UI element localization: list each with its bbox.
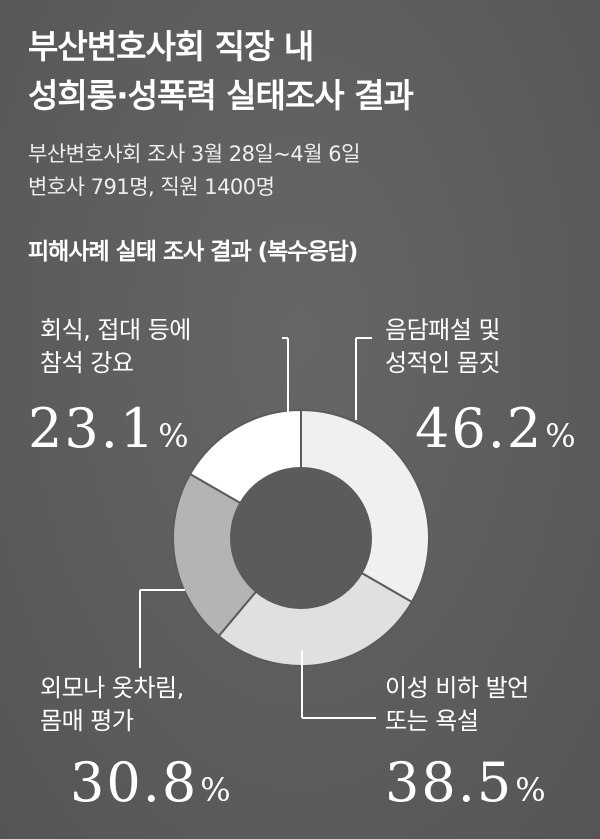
slice-value-unit: % bbox=[200, 771, 231, 809]
slice-value-unit: % bbox=[515, 771, 546, 809]
slice-value-number: 38.5 bbox=[385, 751, 514, 814]
donut-slices bbox=[172, 408, 430, 667]
slice-label-line: 이성 비하 발언 bbox=[385, 674, 529, 702]
donut-hole bbox=[231, 468, 371, 608]
slice-value-forced-attendance: 23.1% bbox=[28, 402, 189, 456]
slice-label-line: 또는 욕설 bbox=[385, 707, 479, 735]
slice-label-forced-attendance: 회식, 접대 등에 참석 강요 bbox=[40, 314, 191, 380]
slice-label-line: 성적인 몸짓 bbox=[385, 349, 501, 377]
slice-value-obscene-talk: 46.2% bbox=[415, 402, 576, 456]
slice-value-number: 30.8 bbox=[70, 751, 199, 814]
slice-value-number: 23.1 bbox=[28, 397, 157, 460]
slice-label-line: 음담패설 및 bbox=[385, 316, 501, 344]
slice-label-obscene-talk: 음담패설 및 성적인 몸짓 bbox=[385, 314, 501, 380]
slice-value-number: 46.2 bbox=[415, 397, 544, 460]
slice-value-unit: % bbox=[158, 417, 189, 455]
slice-label-line: 참석 강요 bbox=[40, 349, 134, 377]
slice-value-appearance: 30.8% bbox=[70, 756, 231, 810]
slice-label-line: 몸매 평가 bbox=[40, 707, 134, 735]
survey-info: 부산변호사회 조사 3월 28일~4월 6일 변호사 791명, 직원 1400… bbox=[28, 138, 588, 204]
title-line-2: 성희롱·성폭력 실태조사 결과 bbox=[28, 76, 414, 115]
slice-value-gender-insult: 38.5% bbox=[385, 756, 546, 810]
page-title: 부산변호사회 직장 내 성희롱·성폭력 실태조사 결과 bbox=[28, 22, 588, 120]
title-line-1: 부산변호사회 직장 내 bbox=[28, 27, 314, 66]
slice-label-line: 회식, 접대 등에 bbox=[40, 316, 191, 344]
slice-value-unit: % bbox=[545, 417, 576, 455]
slice-label-appearance: 외모나 옷차림, 몸매 평가 bbox=[40, 672, 184, 738]
leader-lines bbox=[139, 337, 376, 719]
chart-title: 피해사례 실태 조사 결과 (복수응답) bbox=[28, 239, 358, 265]
slice-gender-insult bbox=[217, 571, 414, 667]
slice-label-gender-insult: 이성 비하 발언 또는 욕설 bbox=[385, 672, 529, 738]
slice-label-line: 외모나 옷차림, bbox=[40, 674, 184, 702]
survey-info-line-2: 변호사 791명, 직원 1400명 bbox=[28, 175, 275, 199]
survey-info-line-1: 부산변호사회 조사 3월 28일~4월 6일 bbox=[28, 142, 360, 166]
